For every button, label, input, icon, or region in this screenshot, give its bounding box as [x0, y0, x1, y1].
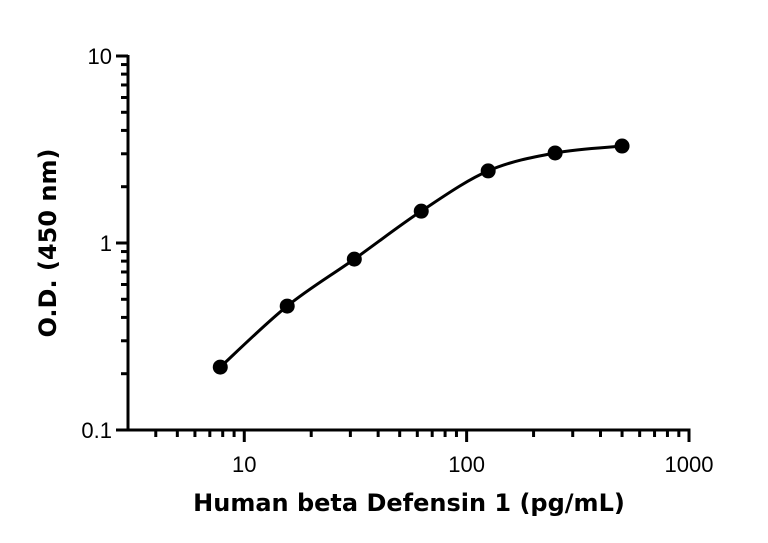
y-tick-label: 10 — [88, 44, 112, 69]
data-point — [212, 359, 228, 375]
data-point — [346, 251, 362, 267]
x-tick-label: 10 — [232, 452, 256, 477]
data-point — [614, 138, 630, 154]
y-axis: 0.1 1 10 — [81, 44, 130, 443]
data-point — [480, 163, 496, 179]
x-axis-title: Human beta Defensin 1 (pg/mL) — [193, 489, 625, 517]
y-tick-label: 0.1 — [81, 418, 112, 443]
fit-curve — [219, 144, 623, 369]
y-tick-label: 1 — [100, 231, 112, 256]
data-points — [212, 138, 630, 375]
data-point — [413, 203, 429, 219]
x-tick-label: 1000 — [665, 452, 714, 477]
data-point — [279, 298, 295, 314]
x-axis: 10 100 1000 — [116, 428, 714, 477]
data-point — [547, 145, 563, 161]
y-axis-title: O.D. (450 nm) — [34, 149, 62, 338]
x-tick-label: 100 — [448, 452, 485, 477]
